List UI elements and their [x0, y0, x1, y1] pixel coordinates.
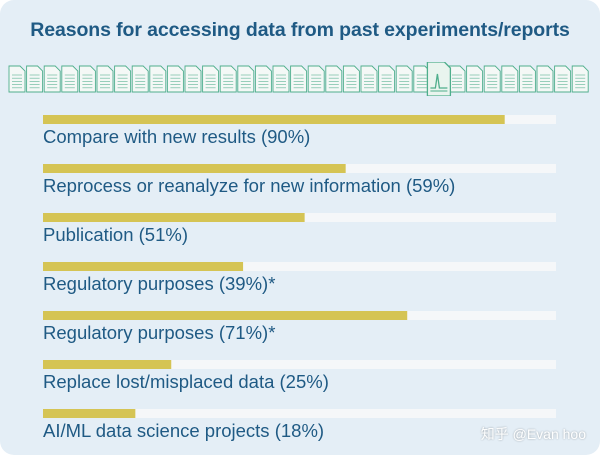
bar [43, 409, 136, 418]
document-icon [466, 65, 484, 93]
bar [43, 311, 408, 320]
document-icon [8, 65, 26, 93]
document-icon [131, 65, 149, 93]
document-icon [96, 65, 114, 93]
document-icon [307, 65, 325, 93]
category-label: Publication (51%) [43, 224, 188, 245]
document-icon [219, 65, 237, 93]
bar [43, 164, 346, 173]
document-icon [342, 65, 360, 93]
document-icon [395, 65, 413, 93]
document-icon [166, 65, 184, 93]
bar-track [43, 360, 556, 369]
document-icon [26, 65, 44, 93]
category-label: AI/ML data science projects (18%) [43, 420, 324, 441]
document-icon [272, 65, 290, 93]
watermark: 知乎 @Evan hoo [480, 426, 586, 442]
document-icon [501, 65, 519, 93]
category-label: Regulatory purposes (39%)* [43, 273, 275, 294]
bar [43, 360, 172, 369]
document-icon [237, 65, 255, 93]
document-icon [254, 65, 272, 93]
document-icon [536, 65, 554, 93]
document-chart-icon [426, 62, 452, 96]
document-icon [554, 65, 572, 93]
document-icon [61, 65, 79, 93]
document-icon [360, 65, 378, 93]
category-label: Replace lost/misplaced data (25%) [43, 371, 329, 392]
document-icon [184, 65, 202, 93]
document-strip [8, 62, 589, 96]
document-icon [114, 65, 132, 93]
document-icon [483, 65, 501, 93]
category-label: Reprocess or reanalyze for new informati… [43, 175, 455, 196]
bar [43, 262, 244, 271]
document-icon [571, 65, 589, 93]
category-label: Regulatory purposes (71%)* [43, 322, 275, 343]
document-icon [518, 65, 536, 93]
document-icon [43, 65, 61, 93]
document-icon [290, 65, 308, 93]
bar-track [43, 409, 556, 418]
bar [43, 213, 305, 222]
document-icon [78, 65, 96, 93]
document-icon [149, 65, 167, 93]
bar [43, 115, 505, 124]
document-icon [378, 65, 396, 93]
document-icon [325, 65, 343, 93]
chart-title: Reasons for accessing data from past exp… [30, 19, 570, 41]
bar-track [43, 262, 556, 271]
document-icon [202, 65, 220, 93]
category-label: Compare with new results (90%) [43, 126, 310, 147]
